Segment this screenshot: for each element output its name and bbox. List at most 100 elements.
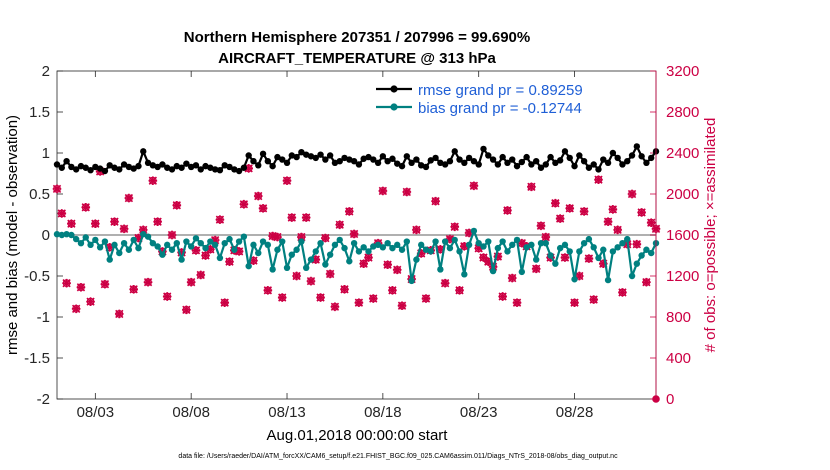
x-tick-label: 08/03: [77, 404, 115, 421]
y-right-tick-label: 800: [666, 309, 691, 326]
obs-assimilated-point: [287, 213, 297, 222]
obs-assimilated-point: [138, 225, 148, 235]
rmse-point: [609, 149, 617, 157]
rmse-point: [279, 156, 286, 163]
bias-point: [231, 246, 238, 253]
rmse-point: [120, 161, 128, 168]
bias-point: [341, 244, 348, 252]
bias-point: [63, 230, 70, 238]
obs-assimilated-point: [263, 286, 273, 295]
obs-assimilated-point: [551, 198, 560, 208]
bias-point: [475, 240, 482, 247]
bias-point: [638, 252, 645, 259]
rmse-point: [590, 161, 597, 168]
rmse-point: [245, 152, 252, 159]
obs-assimilated-point: [86, 297, 95, 306]
bias-point: [441, 238, 449, 245]
obs-assimilated-point: [555, 214, 565, 223]
bias-point: [283, 264, 291, 271]
obs-assimilated-point: [464, 228, 474, 238]
bias-point: [585, 235, 593, 243]
rmse-point: [489, 156, 497, 163]
obs-assimilated-point: [570, 298, 579, 307]
y-left-tick-label: 1.5: [29, 104, 50, 121]
bias-point: [609, 248, 617, 255]
rmse-point: [648, 154, 655, 162]
bias-point: [480, 243, 487, 250]
bias-point: [207, 238, 214, 245]
legend-rmse-label: rmse grand pr = 0.89259: [418, 82, 583, 99]
bias-series: [53, 227, 660, 285]
rmse-point: [633, 143, 641, 150]
right-axis-ticks: 3200 2800 2400 2000 1600 1200 800 400 0: [650, 63, 699, 408]
bias-point: [379, 244, 387, 251]
bias-point: [106, 256, 113, 263]
rmse-point: [226, 163, 233, 171]
obs-assimilated-point: [81, 203, 91, 212]
obs-assimilated-point: [316, 293, 325, 302]
bias-point: [87, 241, 94, 249]
obs-assimilated-point: [354, 298, 364, 307]
obs-assimilated-point: [182, 305, 191, 315]
obs-assimilated-point: [646, 218, 656, 228]
rmse-point: [456, 156, 463, 163]
obs-assimilated-point: [436, 245, 445, 254]
rmse-point: [619, 161, 626, 168]
bias-point: [197, 240, 204, 247]
rmse-point: [518, 158, 526, 166]
bias-point: [111, 241, 118, 249]
rmse-point: [427, 157, 434, 164]
y-right-tick-label: 400: [666, 350, 691, 367]
bias-point: [120, 240, 128, 247]
obs-assimilated-point: [460, 241, 469, 251]
obs-assimilated-point: [575, 271, 584, 281]
obs-assimilated-point: [402, 187, 412, 197]
obs-assimilated-point: [608, 205, 618, 214]
obs-assimilated-point: [306, 276, 316, 286]
rmse-point: [403, 153, 411, 160]
bias-point: [77, 240, 85, 247]
bias-point: [116, 249, 123, 257]
obs-assimilated-point: [512, 298, 522, 307]
rmse-point: [183, 160, 190, 167]
obs-assimilated-point: [134, 233, 143, 243]
obs-assimilated-point: [119, 224, 129, 234]
obs-assimilated-point: [172, 200, 182, 210]
bias-point: [53, 230, 61, 238]
bias-point: [561, 241, 569, 249]
y-left-tick-label: -2: [37, 391, 50, 408]
rmse-point: [552, 159, 559, 167]
rmse-point: [523, 153, 530, 161]
bias-point: [417, 241, 425, 249]
rmse-point: [576, 152, 583, 159]
bias-point: [465, 241, 473, 249]
obs-assimilated-point: [191, 246, 201, 255]
bias-point: [403, 238, 411, 245]
rmse-point: [96, 165, 104, 172]
x-tick-label: 08/18: [364, 404, 402, 421]
rmse-point: [269, 162, 276, 170]
rmse-point: [168, 166, 176, 173]
rmse-point: [87, 167, 94, 174]
obs-count-series: [52, 164, 661, 403]
bias-point: [211, 241, 219, 249]
y-right-tick-label: 2400: [666, 145, 699, 162]
obs-assimilated-point: [67, 219, 76, 229]
obs-assimilated-point: [239, 199, 249, 209]
bias-point: [355, 248, 363, 255]
obs-assimilated-point: [503, 206, 512, 215]
rmse-point: [604, 159, 612, 167]
bias-point: [288, 251, 296, 258]
bias-point: [542, 240, 549, 247]
bias-point: [173, 240, 180, 247]
obs-assimilated-point: [527, 182, 536, 192]
rmse-point: [509, 156, 516, 163]
obs-assimilated-point: [618, 288, 627, 297]
obs-assimilated-point: [536, 221, 546, 231]
bias-point: [202, 244, 209, 252]
bias-point: [240, 233, 248, 240]
bias-point: [566, 248, 573, 255]
obs-assimilated-point: [632, 239, 642, 249]
bias-point: [178, 256, 185, 263]
